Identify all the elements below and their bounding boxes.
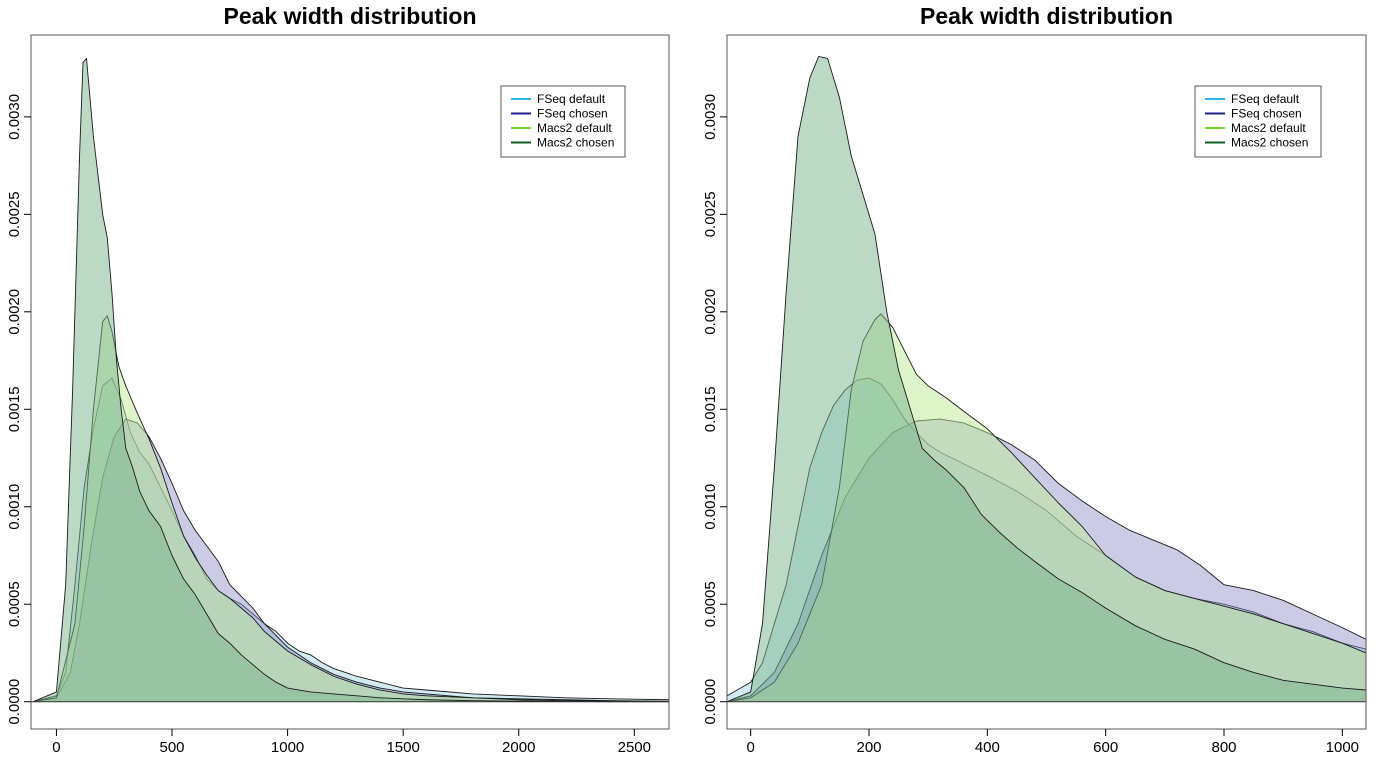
plot-frame — [726, 34, 1367, 730]
y-tick-label: 0.0000 — [6, 679, 23, 725]
x-tick-label: 2000 — [502, 739, 535, 756]
x-tick-label: 400 — [975, 739, 1000, 756]
y-tick-label: 0.0005 — [702, 581, 719, 627]
x-tick-label: 500 — [159, 739, 184, 756]
x-tick-label: 0 — [746, 739, 754, 756]
legend-entry: Macs2 chosen — [537, 136, 614, 150]
chart-title: Peak width distribution — [223, 3, 476, 29]
legend-entry: Macs2 chosen — [1231, 136, 1308, 150]
legend-entry: Macs2 default — [537, 121, 612, 135]
plot-area — [31, 57, 669, 703]
legend-entry: FSeq default — [1231, 92, 1300, 106]
y-tick-label: 0.0020 — [702, 289, 719, 335]
legend-entry: FSeq chosen — [1231, 107, 1302, 121]
y-tick-label: 0.0010 — [702, 484, 719, 530]
y-tick-label: 0.0015 — [702, 386, 719, 432]
y-tick-label: 0.0015 — [6, 386, 23, 432]
density-area-macs2-chosen — [33, 58, 669, 702]
y-tick-label: 0.0005 — [6, 581, 23, 627]
x-tick-label: 0 — [52, 739, 60, 756]
density-curve-macs2-chosen — [727, 55, 1366, 703]
right-density-panel: Peak width distribution 0 200 400 600 800 1000… — [702, 3, 1367, 756]
x-tick-label: 1500 — [386, 739, 419, 756]
x-tick-label: 2500 — [618, 739, 651, 756]
x-tick-label: 1000 — [271, 739, 304, 756]
legend-entry: FSeq chosen — [537, 107, 608, 121]
left-density-panel: Peak width distribution 0 500 1000 1500 2000 2… — [6, 3, 670, 756]
legend-box — [1194, 85, 1322, 158]
x-tick-label: 600 — [1093, 739, 1118, 756]
y-tick-label: 0.0030 — [702, 94, 719, 140]
y-tick-label: 0.0025 — [702, 191, 719, 237]
chart-title: Peak width distribution — [920, 3, 1173, 29]
y-tick-label: 0.0000 — [702, 679, 719, 725]
y-tick-label: 0.0010 — [6, 484, 23, 530]
legend-entry: Macs2 default — [1231, 121, 1306, 135]
density-curve-macs2-chosen — [33, 57, 669, 703]
y-tick-label: 0.0025 — [6, 191, 23, 237]
x-tick-label: 1000 — [1326, 739, 1359, 756]
legend-entry: FSeq default — [537, 92, 606, 106]
plot-area — [727, 55, 1366, 703]
x-tick-label: 200 — [856, 739, 881, 756]
x-tick-label: 800 — [1211, 739, 1236, 756]
y-tick-label: 0.0020 — [6, 289, 23, 335]
y-tick-label: 0.0030 — [6, 94, 23, 140]
legend-box — [500, 85, 626, 158]
plot-frame — [30, 34, 670, 730]
density-area-macs2-chosen — [727, 56, 1366, 702]
